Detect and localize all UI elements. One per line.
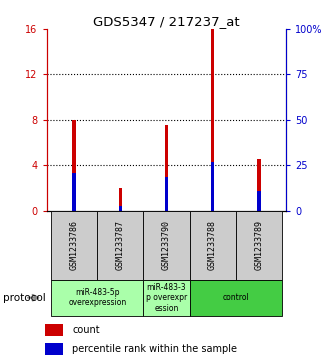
Bar: [119, 188, 122, 211]
Bar: [97, 211, 144, 280]
Text: GSM1233787: GSM1233787: [116, 220, 125, 270]
Bar: [236, 211, 282, 280]
Title: GDS5347 / 217237_at: GDS5347 / 217237_at: [93, 15, 240, 28]
Bar: [119, 206, 122, 211]
Text: GSM1233790: GSM1233790: [162, 220, 171, 270]
Text: miR-483-3
p overexpr
ession: miR-483-3 p overexpr ession: [146, 283, 187, 313]
Bar: [165, 126, 168, 211]
Text: GSM1233789: GSM1233789: [254, 220, 263, 270]
Bar: [144, 280, 189, 316]
Bar: [144, 211, 189, 280]
Bar: [73, 120, 76, 211]
Bar: [211, 29, 214, 211]
Text: miR-483-5p
overexpression: miR-483-5p overexpression: [68, 288, 127, 307]
Bar: [45, 343, 63, 355]
Bar: [45, 324, 63, 336]
Bar: [73, 173, 76, 211]
Bar: [257, 191, 260, 211]
Bar: [51, 211, 97, 280]
Text: count: count: [73, 325, 100, 335]
Bar: [211, 162, 214, 211]
Text: GSM1233788: GSM1233788: [208, 220, 217, 270]
Text: protocol: protocol: [3, 293, 46, 303]
Text: percentile rank within the sample: percentile rank within the sample: [73, 344, 237, 354]
Bar: [51, 280, 144, 316]
Text: control: control: [222, 293, 249, 302]
Bar: [189, 211, 236, 280]
Bar: [257, 159, 260, 211]
Bar: [189, 280, 282, 316]
Bar: [165, 176, 168, 211]
Text: GSM1233786: GSM1233786: [70, 220, 79, 270]
